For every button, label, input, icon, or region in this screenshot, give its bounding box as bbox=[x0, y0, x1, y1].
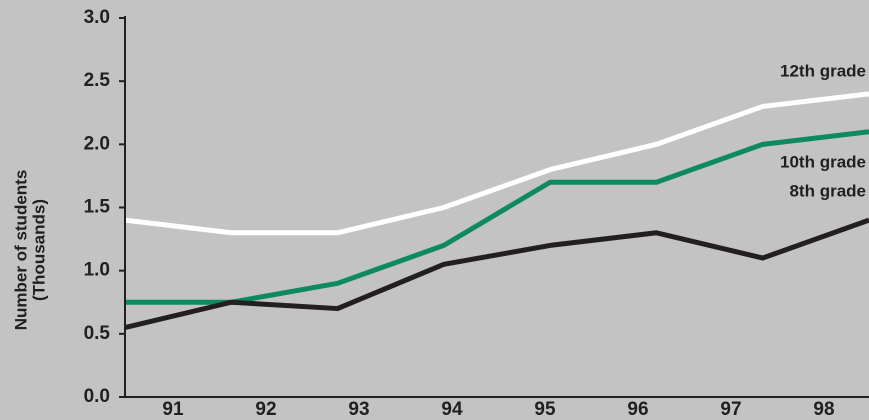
series-label: 8th grade bbox=[789, 181, 866, 200]
y-tick-label: 0.5 bbox=[84, 323, 111, 344]
y-tick-label: 2.5 bbox=[84, 70, 111, 91]
y-axis-title-line: (Thousands) bbox=[29, 199, 48, 301]
y-tick-label: 1.0 bbox=[84, 260, 110, 281]
y-tick-label: 1.5 bbox=[84, 197, 111, 218]
series-line bbox=[124, 217, 869, 330]
y-axis-title: Number of students (Thousands) bbox=[11, 170, 48, 331]
y-axis-title-line: Number of students bbox=[11, 170, 30, 331]
series-label: 12th grade bbox=[780, 61, 866, 80]
x-tick-label: 93 bbox=[348, 399, 369, 420]
x-tick-label: 94 bbox=[441, 399, 463, 420]
series-line bbox=[124, 91, 869, 236]
series-label: 10th grade bbox=[780, 152, 866, 171]
x-tick-label: 96 bbox=[627, 399, 648, 420]
x-tick-label: 98 bbox=[813, 399, 834, 420]
x-tick-label: 97 bbox=[720, 399, 741, 420]
series-line bbox=[125, 129, 869, 305]
x-tick-label: 92 bbox=[255, 399, 276, 420]
x-tick-label: 91 bbox=[162, 399, 184, 420]
y-tick-label: 3.0 bbox=[84, 7, 110, 28]
y-tick-label: 0.0 bbox=[84, 386, 110, 407]
y-tick-label: 2.0 bbox=[84, 133, 110, 154]
x-tick-label: 95 bbox=[534, 399, 556, 420]
